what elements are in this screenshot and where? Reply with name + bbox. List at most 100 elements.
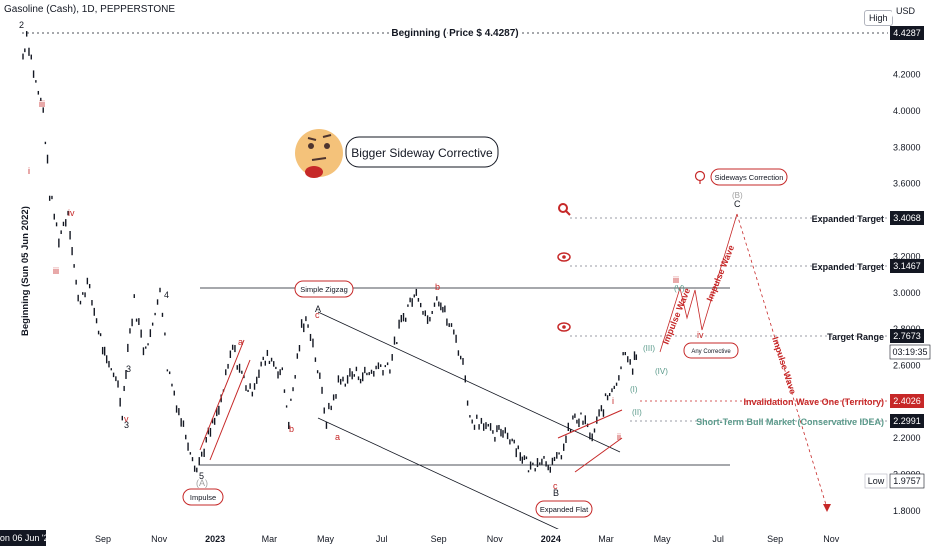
wave-label-A-paren: (A) (196, 478, 208, 488)
chart-title: Gasoline (Cash), 1D, PEPPERSTONE (4, 4, 175, 15)
y-tick-label: 2.6000 (893, 360, 921, 370)
wave-label-iii: iii (39, 99, 45, 109)
wave-label-iii-2: iii (53, 266, 59, 276)
price-series (22, 31, 638, 473)
thinking-emoji-icon (295, 129, 343, 178)
price-tag-invalidation: 2.4026 (890, 394, 924, 408)
svg-text:Mon 06 Jun '22: Mon 06 Jun '22 (0, 533, 54, 543)
channel-upper (317, 311, 621, 453)
x-tick-label: Nov (487, 534, 504, 544)
y-tick-label: 2.2000 (893, 433, 921, 443)
projected-path-up (659, 213, 738, 353)
wave-label-iii-3: iii (673, 275, 679, 285)
price-tag-countdown: 03:19:35 (889, 344, 931, 360)
any-corrective-box: Any Corrective (683, 342, 739, 359)
x-tick-label: Jul (376, 534, 388, 544)
expanded-target-1-label: Expanded Target (812, 214, 884, 224)
simple-zigzag-box: Simple Zigzag (294, 280, 354, 298)
impulse-channel-2 (209, 359, 251, 461)
x-tick-label: Sep (95, 534, 111, 544)
impulse-channel-1 (199, 339, 245, 451)
expanded-flat-box: Expanded Flat (535, 500, 593, 518)
wave-label-2: 2 (19, 20, 24, 30)
wave-label-ii: ii (617, 432, 621, 442)
x-tick-label: Mar (598, 534, 614, 544)
bull-market-label: Short-Term Bull Market (Conservative IDE… (696, 417, 884, 427)
svg-text:3.4068: 3.4068 (893, 213, 921, 223)
svg-text:4.4287: 4.4287 (893, 28, 921, 38)
wave-label-c: c (553, 481, 558, 491)
y-tick-label: 4.2000 (893, 70, 921, 80)
x-tick-label: Jul (712, 534, 724, 544)
wave-label-B: B (553, 488, 559, 498)
start-date-tag: Mon 06 Jun '22 (0, 530, 54, 546)
beginning-vertical-label: Beginning (Sun 05 Jun 2022) (20, 206, 31, 336)
svg-text:2.7673: 2.7673 (893, 331, 921, 341)
wedge-lower (574, 437, 623, 473)
wave-label-B-paren: (B) (732, 191, 743, 200)
arrow-head-icon (823, 504, 831, 512)
eye-icon-2 (557, 322, 571, 332)
svg-text:Sideways Correction: Sideways Correction (715, 173, 784, 182)
wave-label-V: (V) (674, 284, 685, 293)
svg-text:Low: Low (868, 476, 885, 486)
svg-text:2.4026: 2.4026 (893, 396, 921, 406)
price-tag-target: 2.7673 (890, 329, 924, 343)
impulse-box: Impulse (182, 488, 224, 506)
svg-text:1.9757: 1.9757 (893, 476, 921, 486)
price-axis[interactable] (888, 0, 932, 550)
wave-label-b-2: b (435, 282, 440, 292)
sideways-correction-box: Sideways Correction (710, 168, 788, 186)
wave-label-A: A (315, 304, 321, 314)
currency-button[interactable]: USD (892, 4, 920, 18)
x-tick-label: Sep (431, 534, 447, 544)
wave-label-I: (I) (630, 385, 638, 394)
beginning-label: Beginning ( Price $ 4.4287) (391, 28, 518, 39)
high-toggle-button[interactable]: High (864, 10, 893, 26)
wave-label-c-zig: c (315, 310, 320, 320)
invalidation-label: Invalidation Wave One (Territory) (743, 397, 884, 407)
target-range-label: Target Range (827, 332, 884, 342)
time-axis-ticks: Sep Nov 2023 Mar May Jul Sep Nov 2024 Mar May Jul Se… (95, 534, 840, 544)
wave-label-i: i (28, 166, 30, 176)
y-tick-label: 3.0000 (893, 288, 921, 298)
x-tick-label: May (654, 534, 672, 544)
x-tick-label: 2023 (205, 534, 225, 544)
svg-text:Simple Zigzag: Simple Zigzag (300, 285, 348, 294)
wave-label-a-2: a (335, 432, 340, 442)
x-tick-label: Mar (262, 534, 278, 544)
wave-label-iv-2: iv (697, 330, 704, 340)
wave-label-iv: iv (68, 208, 75, 218)
x-tick-label: May (317, 534, 335, 544)
y-tick-label: 1.8000 (893, 506, 921, 516)
svg-text:3.1467: 3.1467 (893, 261, 921, 271)
svg-text:03:19:35: 03:19:35 (892, 347, 927, 357)
wave-label-a: a (238, 337, 243, 347)
eye-icon-1 (557, 252, 571, 262)
sideway-bubble: Bigger Sideway Corrective (345, 136, 499, 168)
wave-label-4: 4 (164, 290, 169, 300)
wave-label-C: C (734, 199, 741, 209)
wave-label-II: (II) (632, 408, 642, 417)
x-tick-label: Nov (151, 534, 168, 544)
svg-text:2.2991: 2.2991 (893, 416, 921, 426)
time-axis[interactable] (0, 529, 888, 550)
svg-text:Bigger Sideway Corrective: Bigger Sideway Corrective (351, 146, 493, 160)
wave-label-3: 3 (126, 364, 131, 374)
expanded-target-2-label: Expanded Target (812, 262, 884, 272)
wave-label-3b: 3 (124, 420, 129, 430)
wave-label-III: (III) (643, 344, 655, 353)
wave-label-i-2: i (612, 396, 614, 406)
lightbulb-icon (694, 170, 706, 184)
x-tick-label: Nov (823, 534, 840, 544)
channel-lower (317, 417, 561, 531)
svg-text:Impulse: Impulse (190, 493, 216, 502)
svg-text:Any Corrective: Any Corrective (691, 349, 731, 355)
wave-label-b: b (289, 424, 294, 434)
price-tag-low: Low 1.9757 (864, 473, 925, 489)
wave-label-v: v (124, 414, 129, 424)
x-tick-label: Sep (767, 534, 783, 544)
wave-label-5: 5 (199, 471, 204, 481)
